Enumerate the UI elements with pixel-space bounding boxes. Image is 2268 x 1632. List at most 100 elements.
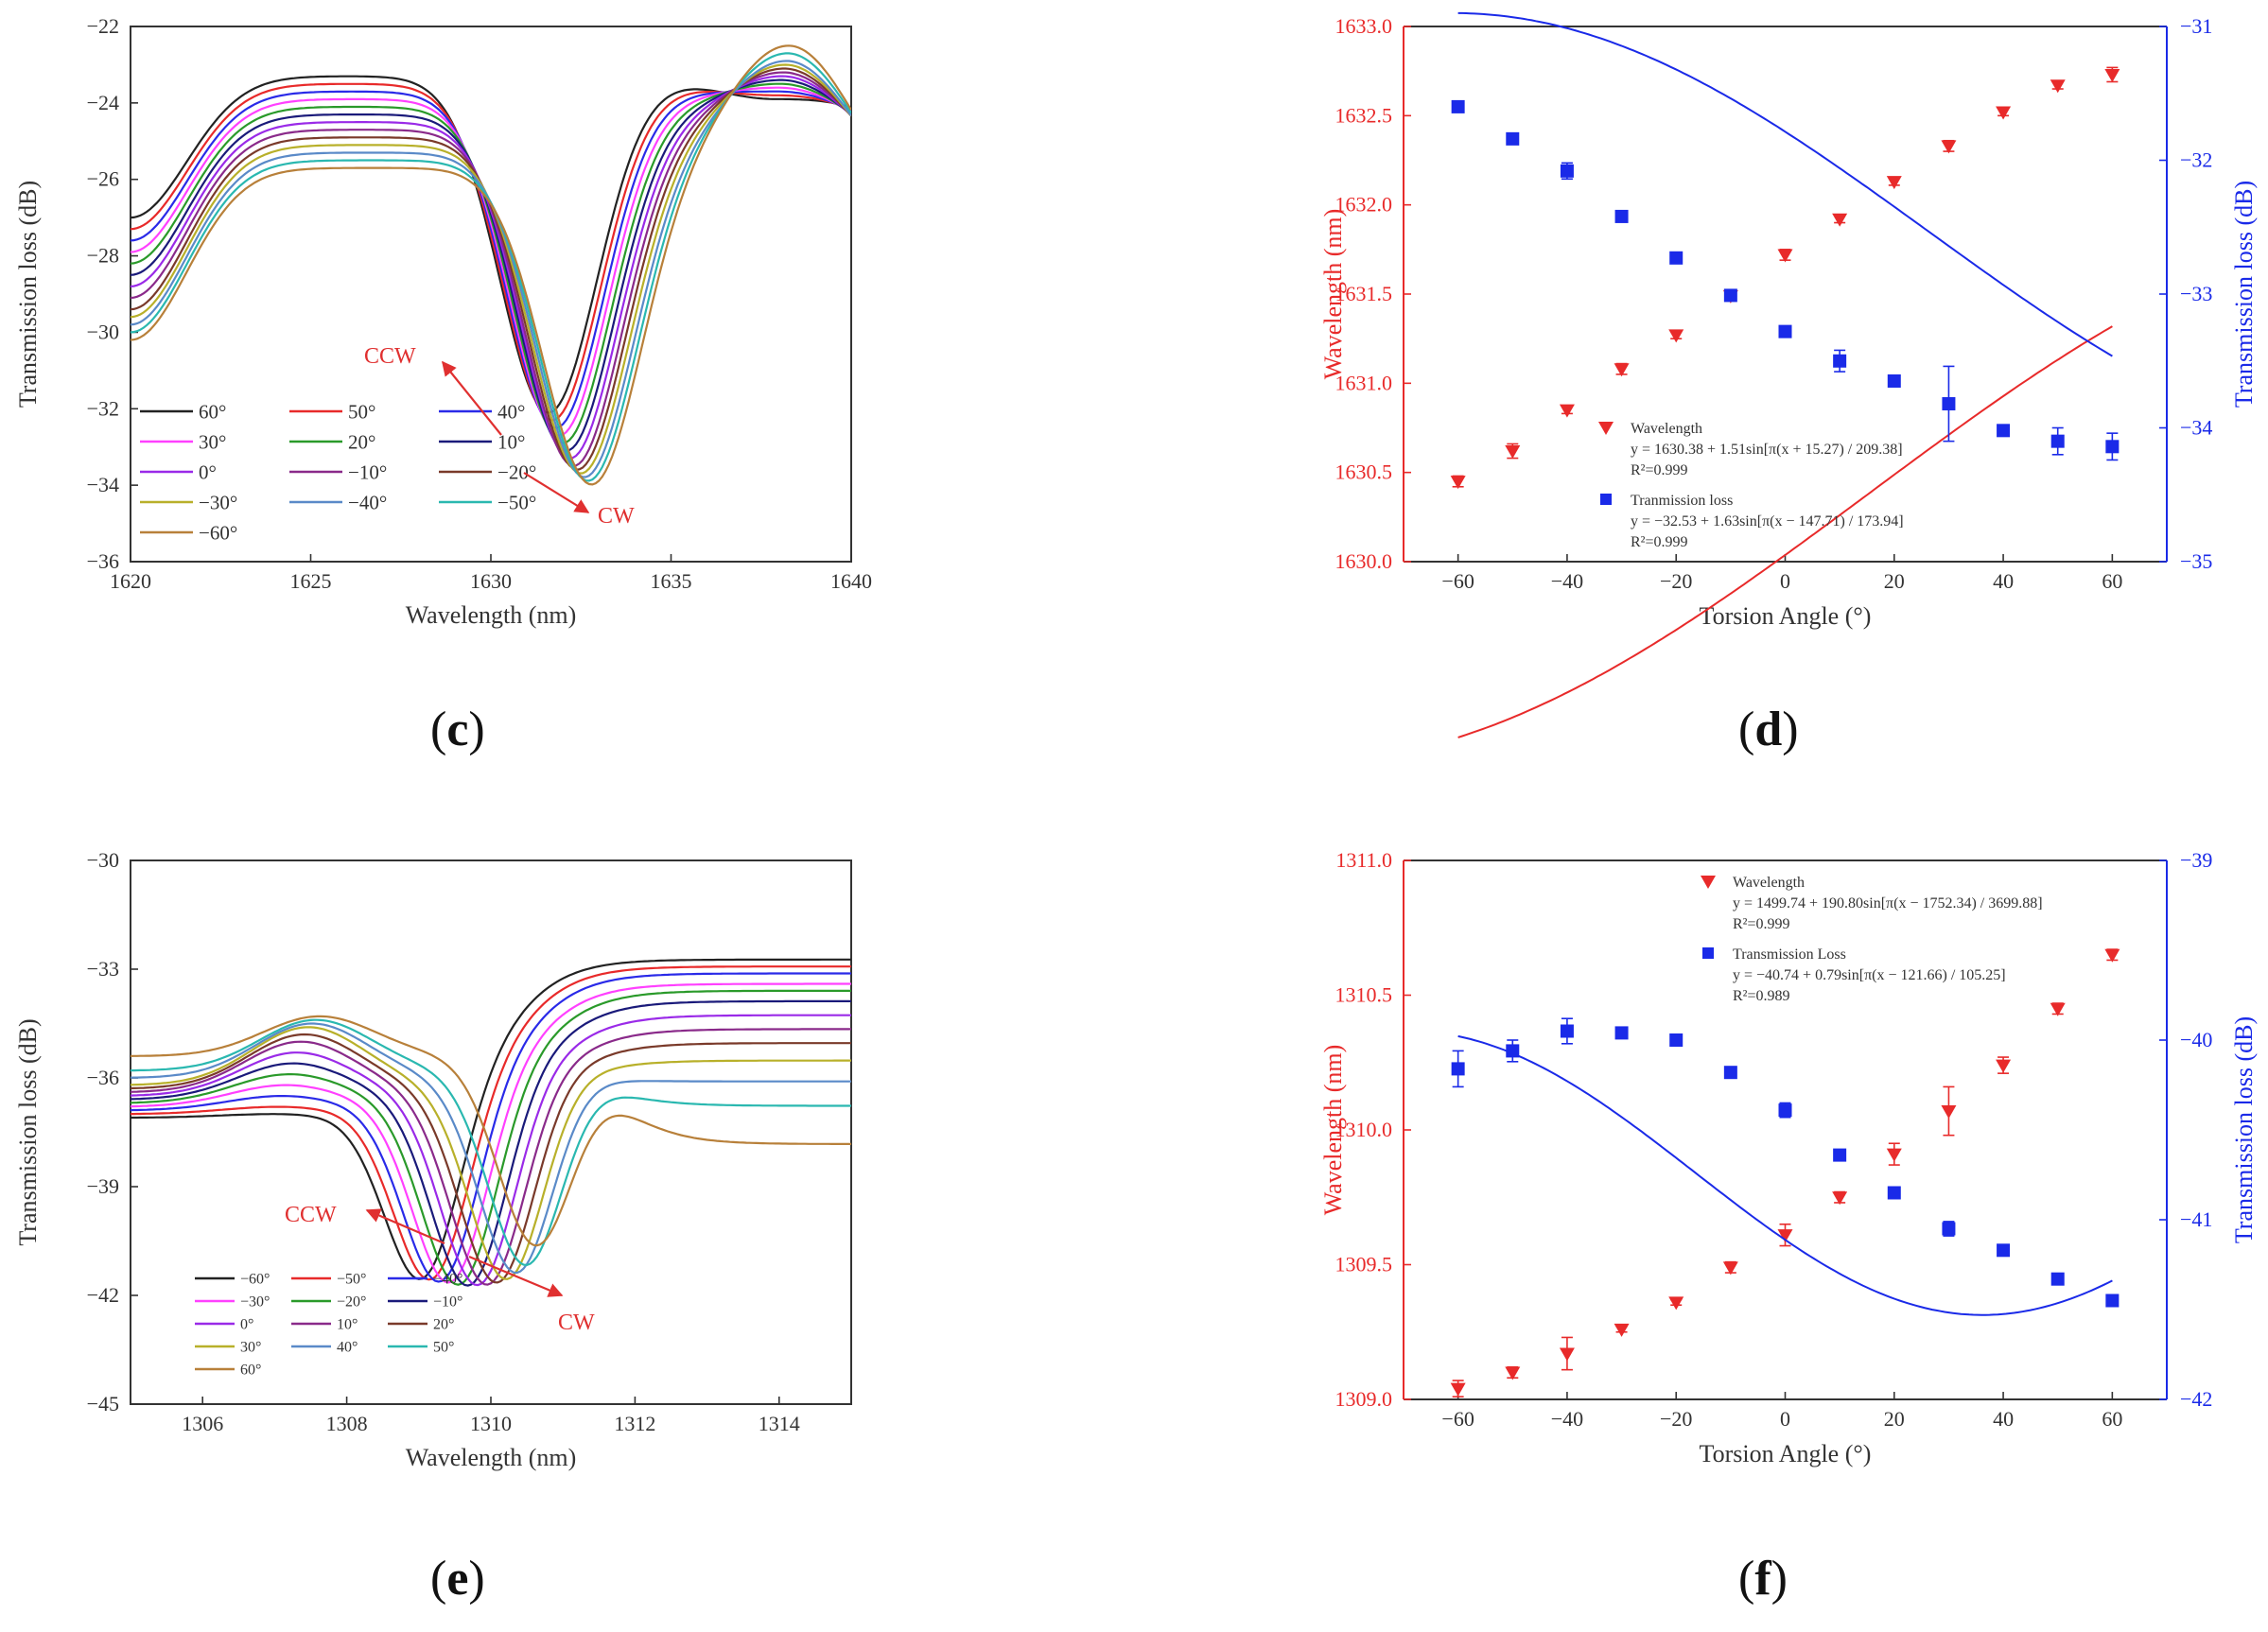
series-line-30° xyxy=(131,1026,851,1280)
legend-label: −50° xyxy=(337,1272,366,1288)
data-point-square xyxy=(1833,354,1847,368)
y-right-tick-label: −33 xyxy=(2180,282,2212,305)
y-left-tick-label: 1309.0 xyxy=(1335,1387,1393,1411)
data-point-triangle xyxy=(1886,176,1902,190)
y-tick-label: −30 xyxy=(87,320,119,343)
legend-label: 60° xyxy=(199,400,226,423)
legend-label: Transmission Loss xyxy=(1733,946,1846,963)
series-line-60° xyxy=(131,75,851,414)
y-left-tick-label: 1630.5 xyxy=(1335,460,1393,484)
data-point-triangle xyxy=(1559,1347,1575,1362)
data-point-triangle xyxy=(1886,1148,1902,1162)
legend-label: −30° xyxy=(240,1294,270,1311)
y-left-tick-label: 1309.5 xyxy=(1335,1253,1393,1276)
y-left-tick-label: 1631.5 xyxy=(1335,282,1393,305)
data-point-triangle xyxy=(2050,1002,2066,1016)
y-tick-label: −22 xyxy=(87,14,119,38)
data-point-square xyxy=(1506,1044,1520,1058)
legend-label: −20° xyxy=(337,1294,366,1311)
data-point-square xyxy=(1614,209,1629,223)
ccw-arrow xyxy=(365,1208,445,1245)
data-point-square xyxy=(1833,1148,1847,1162)
legend-marker xyxy=(1701,876,1716,889)
y-left-tick-label: 1633.0 xyxy=(1335,14,1393,38)
fit-r2: R²=0.989 xyxy=(1733,988,1790,1004)
legend-label: −20° xyxy=(497,460,536,483)
series-line-−30° xyxy=(131,982,851,1284)
legend-label: −60° xyxy=(240,1272,270,1288)
legend-label: −60° xyxy=(199,521,237,544)
y-tick-label: −39 xyxy=(87,1174,119,1198)
x-tick-label: 60 xyxy=(2102,1407,2122,1431)
y-left-tick-label: 1630.0 xyxy=(1335,549,1393,573)
ccw-label: CCW xyxy=(364,344,416,369)
x-tick-label: 60 xyxy=(2102,569,2122,593)
x-tick-label: 0 xyxy=(1780,569,1790,593)
fit-r2: R²=0.999 xyxy=(1733,916,1790,932)
x-tick-label: −60 xyxy=(1441,569,1474,593)
data-point-triangle xyxy=(1614,363,1630,377)
fit-r2: R²=0.999 xyxy=(1631,462,1688,478)
panel-label-e: (e) xyxy=(430,1552,485,1606)
y-tick-label: −42 xyxy=(87,1283,119,1307)
series-line-20° xyxy=(131,82,851,444)
y-tick-label: −36 xyxy=(87,549,119,573)
series-line-−50° xyxy=(131,965,851,1281)
series-line-50° xyxy=(131,82,851,422)
legend-label: 60° xyxy=(240,1363,261,1379)
legend-label: 20° xyxy=(433,1317,454,1333)
data-point-triangle xyxy=(1996,106,2012,120)
y-right-tick-label: −39 xyxy=(2180,848,2212,872)
data-point-square xyxy=(1997,1243,2011,1258)
series-line-0° xyxy=(131,1014,851,1287)
legend-label: Tranmission loss xyxy=(1631,493,1733,509)
data-point-triangle xyxy=(1668,1296,1684,1311)
data-point-triangle xyxy=(1450,476,1466,490)
data-point-square xyxy=(2105,1293,2120,1308)
x-tick-label: −40 xyxy=(1551,569,1583,593)
data-point-triangle xyxy=(2050,79,2066,94)
legend-label: Wavelength xyxy=(1733,875,1805,891)
y-tick-label: −34 xyxy=(87,473,119,496)
y-right-axis-title: Transmission loss (dB) xyxy=(2230,1016,2258,1243)
y-right-axis-title: Transmission loss (dB) xyxy=(2230,181,2258,408)
y-left-tick-label: 1632.0 xyxy=(1335,193,1393,217)
legend-label: 30° xyxy=(240,1340,261,1356)
cw-label: CW xyxy=(598,504,635,529)
panel-label-c: (c) xyxy=(430,703,485,756)
series-line-10° xyxy=(131,78,851,452)
x-tick-label: 0 xyxy=(1780,1407,1790,1431)
y-tick-label: −45 xyxy=(87,1392,119,1415)
series-line-10° xyxy=(131,1028,851,1286)
series-line-−60° xyxy=(131,44,851,486)
chart-c: 1620 1625 1630 1635 1640 −36 −34 −32 −30 −28 −26 −2… xyxy=(14,14,872,629)
data-point-square xyxy=(1778,1103,1792,1118)
data-point-square xyxy=(1723,1066,1737,1080)
legend-label: 40° xyxy=(497,400,525,423)
data-point-triangle xyxy=(1832,1191,1848,1206)
chart-e: 1306 1308 1310 1312 1314 −45 −42 −39 −36 −33 −30 Wa… xyxy=(14,848,852,1471)
series-line-−50° xyxy=(131,52,851,482)
series-line-40° xyxy=(131,1022,851,1275)
y-right-tick-label: −32 xyxy=(2180,148,2212,172)
x-tick-label: 1310 xyxy=(470,1412,512,1435)
chart-d: −60 −40 −20 0 20 40 60 1630.0 1630.5 1631.0 1631.5… xyxy=(1319,11,2258,738)
x-tick-label: 1625 xyxy=(290,569,332,593)
data-point-square xyxy=(1942,1222,1956,1236)
fit-equation: y = −40.74 + 0.79sin[π(x − 121.66) / 105… xyxy=(1733,967,2006,983)
x-tick-label: 20 xyxy=(1884,1407,1905,1431)
y-tick-label: −24 xyxy=(87,91,119,114)
x-tick-label: 1306 xyxy=(182,1412,223,1435)
legend-label: −40° xyxy=(433,1272,462,1288)
data-point-square xyxy=(1614,1026,1629,1040)
x-tick-label: 20 xyxy=(1884,569,1905,593)
y-tick-label: −30 xyxy=(87,848,119,872)
legend-label: 30° xyxy=(199,430,226,453)
chart-f: −60 −40 −20 0 20 40 60 1309.0 1309.5 1310.0 1310.5… xyxy=(1319,848,2258,1467)
x-tick-label: 1635 xyxy=(651,569,692,593)
y-right-tick-label: −31 xyxy=(2180,14,2212,38)
data-point-triangle xyxy=(1505,445,1521,460)
data-point-square xyxy=(1451,99,1465,113)
legend-label: Wavelength xyxy=(1631,421,1702,437)
y-right-tick-label: −35 xyxy=(2180,549,2212,573)
